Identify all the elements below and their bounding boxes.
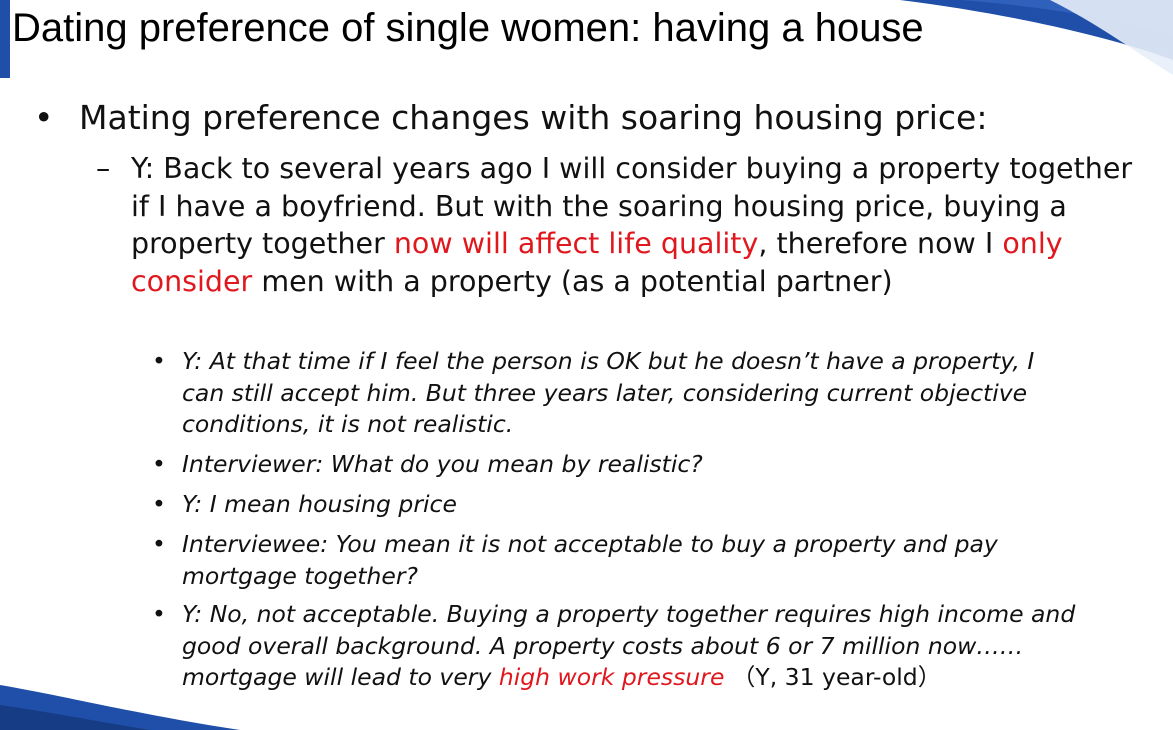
dash-item-text: Y: Back to several years ago I will cons… bbox=[131, 150, 1141, 300]
dash-highlight-consider: only consider bbox=[131, 227, 1063, 298]
bullet-dot: • bbox=[34, 98, 54, 137]
dash-highlight-quality: now will affect life quality bbox=[393, 227, 759, 260]
sub-bullet-dot: • bbox=[152, 600, 166, 628]
sub-bullet-highlight-pressure: high work pressure bbox=[498, 663, 725, 691]
sub-bullet-dot: • bbox=[152, 450, 166, 478]
sub-bullet-text: Interviewer: What do you mean by realist… bbox=[182, 450, 703, 478]
sub-bullet-text: Y: No, not acceptable. Buying a property… bbox=[182, 599, 1082, 694]
sub-bullet-attribution: （Y, 31 year-old） bbox=[724, 663, 942, 691]
bullet-main-text: Mating preference changes with soaring h… bbox=[79, 98, 988, 137]
sub-bullet-text-main: Y: No, not acceptable. Buying a property… bbox=[182, 600, 1076, 691]
dash-text-part2: , therefore now I bbox=[758, 227, 1003, 260]
dash-text-part3: men with a property (as a potential part… bbox=[252, 264, 893, 298]
dash-text-part1: Y: Back to several years ago I will cons… bbox=[131, 152, 1133, 260]
sub-bullet-dot: • bbox=[152, 490, 166, 518]
dash-marker: – bbox=[96, 152, 111, 185]
sub-bullet-dot: • bbox=[152, 530, 166, 558]
sub-bullet-text: Interviewee: You mean it is not acceptab… bbox=[182, 530, 998, 590]
sub-bullet-text: Y: At that time if I feel the person is … bbox=[182, 347, 1035, 438]
sub-bullet-text: Y: I mean housing price bbox=[182, 490, 457, 518]
slide-title: Dating preference of single women: havin… bbox=[12, 6, 924, 50]
sub-bullet-dot: • bbox=[152, 347, 166, 375]
title-accent-bar bbox=[0, 0, 10, 78]
